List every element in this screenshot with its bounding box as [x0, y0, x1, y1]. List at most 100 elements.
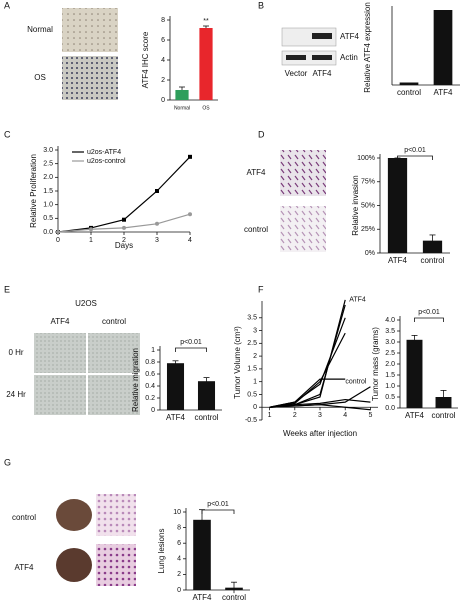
y-tick-label: 0.4	[145, 383, 155, 390]
migration-image	[88, 375, 140, 415]
series-line	[269, 332, 346, 408]
bar	[422, 240, 443, 253]
y-tick-label: 2	[177, 571, 181, 578]
y-tick-label: 75%	[361, 179, 375, 186]
y-axis-label: Relative ATF4 expression	[363, 2, 372, 93]
y-tick-label: 2.0	[385, 361, 395, 368]
y-tick-label: 0.0	[43, 229, 53, 236]
x-tick-label: ATF4	[388, 256, 408, 265]
y-tick-label: 0.5	[247, 391, 257, 398]
x-tick-label: 0	[56, 237, 60, 244]
invasion-image	[280, 150, 326, 196]
legend-label: u2os-ATF4	[87, 149, 121, 156]
series-line	[269, 378, 346, 408]
annotation: ATF4	[349, 297, 366, 304]
bar	[199, 28, 213, 100]
y-axis-label: Tumor mass (grams)	[371, 327, 380, 401]
significance-bracket	[175, 347, 207, 352]
marker	[188, 154, 192, 159]
y-tick-label: 1.5	[43, 188, 53, 195]
x-tick-label: control	[397, 88, 421, 97]
y-tick-label: 1.0	[385, 383, 395, 390]
x-tick-label: control	[222, 593, 246, 602]
y-tick-label: 2	[253, 353, 257, 360]
y-tick-label: 0.6	[145, 371, 155, 378]
image-label: ATF4	[247, 168, 267, 177]
panel-label: D	[258, 129, 265, 139]
bar	[406, 339, 423, 408]
y-axis-label: Tumor Volume (cm³)	[233, 326, 242, 399]
panel-label: E	[4, 284, 10, 294]
y-tick-label: 1	[151, 347, 155, 354]
bar	[197, 381, 216, 410]
x-tick-label: 2	[122, 237, 126, 244]
blot-label: ATF4	[340, 32, 360, 41]
image-label: 0 Hr	[8, 348, 23, 357]
y-tick-label: 0.2	[145, 395, 155, 402]
y-tick-label: 3.5	[385, 328, 395, 335]
y-tick-label: 2	[161, 77, 165, 84]
y-tick-label: 6	[177, 540, 181, 547]
x-tick-label: control	[420, 256, 444, 265]
y-tick-label: 10	[173, 509, 181, 516]
lung-image	[56, 499, 92, 531]
annotation: **	[203, 18, 209, 25]
y-tick-label: 0	[253, 404, 257, 411]
y-tick-label: 8	[161, 17, 165, 24]
series-line	[269, 398, 371, 408]
y-tick-label: 2.5	[43, 161, 53, 168]
y-tick-label: 4	[161, 57, 165, 64]
legend-label: u2os-control	[87, 158, 126, 165]
blot-band	[312, 55, 332, 60]
panel-label: A	[4, 0, 10, 10]
bar	[166, 363, 185, 410]
x-tick-label: 3	[155, 237, 159, 244]
significance-bracket	[201, 509, 235, 514]
image-label: control	[12, 513, 36, 522]
x-tick-label: OS	[202, 105, 210, 111]
series-line	[269, 317, 346, 408]
y-axis-label: Relative migration	[131, 348, 140, 412]
annotation: control	[345, 379, 366, 386]
x-tick-label: control	[431, 411, 455, 420]
x-axis-label: Days	[115, 241, 133, 250]
blot	[281, 50, 337, 66]
x-tick-label: 1	[268, 412, 272, 419]
significance-bracket	[414, 317, 444, 322]
panel-label: C	[4, 129, 11, 139]
y-tick-label: 50%	[361, 202, 375, 209]
annotation: p<0.01	[418, 309, 440, 316]
y-axis-label: Lung lesions	[157, 529, 166, 574]
x-axis-label: Weeks after injection	[283, 429, 357, 438]
image-label: 24 Hr	[6, 390, 26, 399]
x-tick-label: 3	[318, 412, 322, 419]
image-label: ATF4	[51, 317, 71, 326]
y-tick-label: 1.5	[247, 366, 257, 373]
y-tick-label: 4	[177, 556, 181, 563]
ihc-image	[62, 8, 118, 52]
x-tick-label: Normal	[174, 105, 190, 111]
x-tick-label: 4	[343, 412, 347, 419]
marker	[188, 212, 192, 217]
y-tick-label: 0	[161, 97, 165, 104]
migration-image	[34, 375, 86, 415]
bar	[433, 10, 453, 85]
he-image	[96, 494, 136, 536]
annotation: p<0.01	[207, 501, 229, 508]
bar	[387, 158, 408, 253]
y-axis-label: ATF4 IHC score	[141, 31, 150, 88]
y-tick-label: 0.5	[43, 215, 53, 222]
image-label: control	[244, 225, 268, 234]
y-tick-label: 0%	[365, 250, 375, 257]
marker	[122, 225, 126, 230]
panel-label: F	[258, 284, 264, 294]
y-tick-label: 2.5	[247, 340, 257, 347]
y-tick-label: 3.5	[247, 315, 257, 322]
image-label: control	[102, 317, 126, 326]
marker	[155, 221, 159, 226]
y-tick-label: 25%	[361, 226, 375, 233]
y-tick-label: 0.5	[385, 394, 395, 401]
x-tick-label: ATF4	[193, 593, 213, 602]
bar	[175, 90, 189, 100]
